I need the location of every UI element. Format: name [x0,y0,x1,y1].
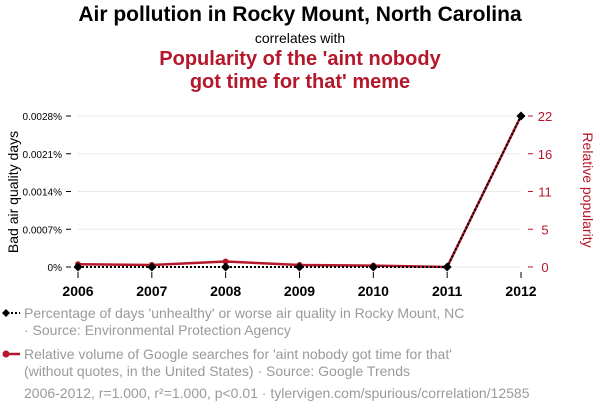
x-tick-label: 2012 [505,283,536,299]
right-axis-label: Relative popularity [580,132,596,247]
left-tick-label: 0.0014% [23,188,63,199]
left-tick-label: 0% [48,263,63,274]
grid-lines [78,115,521,268]
series-1-point [295,262,304,272]
chart-subtitle-line-2: got time for that' meme [189,71,411,93]
legend-series-2-line-1: Relative volume of Google searches for '… [24,346,452,362]
right-tick-label: 16 [538,147,552,162]
legend-series-2-marker [2,350,10,358]
footer-stats: 2006-2012, r=1.000, r²=1.000, p<0.01 · t… [24,385,530,401]
series-1-point [442,262,452,272]
legend-series-1-line-2: · Source: Environmental Protection Agenc… [24,322,291,338]
legend-markers [2,309,20,358]
x-tick-label: 2008 [210,283,241,299]
series-1-point [147,262,157,272]
series-1-point [73,262,83,272]
series-1-point [221,262,231,272]
left-tick-label: 0.0021% [23,150,63,161]
x-tick-label: 2011 [432,283,463,299]
series-1-point [368,262,378,272]
chart-subtitle-line-1: Popularity of the 'aint nobody [159,48,441,70]
chart-title: Air pollution in Rocky Mount, North Caro… [78,3,522,26]
axes: Bad air quality days Relative popularity… [5,109,596,299]
right-tick-label: 5 [541,222,548,237]
legend-series-1-line-1: Percentage of days 'unhealthy' or worse … [24,305,465,321]
left-tick-label: 0.0028% [23,112,63,123]
left-tick-label: 0.0007% [23,225,63,236]
left-axis-label: Bad air quality days [5,131,21,253]
x-tick-label: 2009 [284,283,315,299]
series-2-point [222,258,229,265]
series-1-point [516,111,526,121]
legend-series-2-line-2: (without quotes, in the United States) ·… [24,363,410,379]
x-tick-label: 2006 [62,283,93,299]
right-tick-label: 0 [541,260,548,275]
x-tick-label: 2010 [358,283,389,299]
x-tick-label: 2007 [136,283,167,299]
legend-series-1-marker [2,309,10,317]
right-tick-label: 22 [538,109,552,124]
series [73,111,526,272]
right-tick-label: 11 [538,185,552,200]
chart-connector: correlates with [254,30,346,46]
